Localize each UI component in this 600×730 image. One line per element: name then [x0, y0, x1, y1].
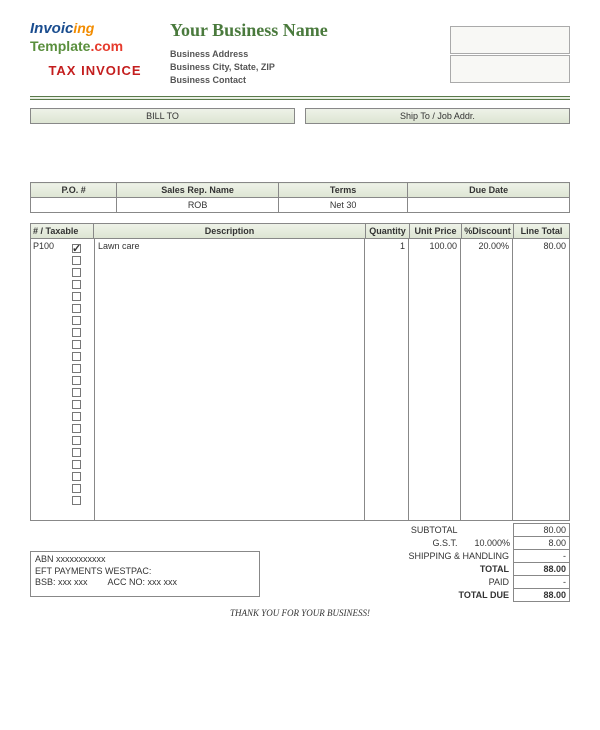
paid-value: -	[514, 576, 570, 589]
business-name: Your Business Name	[170, 20, 440, 41]
items-table: # / Taxable Description Quantity Unit Pr…	[30, 223, 570, 521]
item-price[interactable]: 100.00	[409, 239, 460, 253]
taxable-checkbox[interactable]	[72, 364, 81, 373]
col-num: P100	[31, 239, 95, 520]
subtotal-mid	[462, 524, 514, 537]
header-box-2	[450, 55, 570, 83]
col-price: 100.00	[409, 239, 461, 520]
logo-text-1b: ing	[73, 20, 94, 36]
taxable-checkbox[interactable]	[72, 340, 81, 349]
col-disc: 20.00%	[461, 239, 513, 520]
business-city: Business City, State, ZIP	[170, 62, 440, 72]
taxable-checkbox[interactable]	[72, 376, 81, 385]
col-header-qty: Quantity	[366, 223, 410, 239]
item-disc[interactable]: 20.00%	[461, 239, 512, 253]
meta-due-value[interactable]	[408, 198, 570, 213]
taxable-checkbox[interactable]	[72, 496, 81, 505]
ship-to-header: Ship To / Job Addr.	[305, 108, 570, 124]
meta-rep-value[interactable]: ROB	[117, 198, 279, 213]
col-qty: 1	[365, 239, 409, 520]
shipping-value: -	[514, 550, 570, 563]
col-total: 80.00	[513, 239, 569, 520]
gst-value: 8.00	[514, 537, 570, 550]
header-box-1	[450, 26, 570, 54]
meta-po-value[interactable]	[31, 198, 117, 213]
item-code[interactable]: P100	[31, 239, 59, 520]
abn-line3: BSB: xxx xxx ACC NO: xxx xxx	[35, 577, 255, 589]
item-qty[interactable]: 1	[365, 239, 408, 253]
meta-table: P.O. # Sales Rep. Name Terms Due Date RO…	[30, 182, 570, 213]
total-label: TOTAL	[334, 563, 514, 576]
footer-message: THANK YOU FOR YOUR BUSINESS!	[30, 608, 570, 618]
taxable-checkbox[interactable]	[72, 424, 81, 433]
logo-column: Invoicing Template.com TAX INVOICE	[30, 20, 160, 88]
business-contact: Business Contact	[170, 75, 440, 85]
bill-to-block: BILL TO	[30, 108, 295, 176]
totals-table: SUBTOTAL 80.00 G.S.T. 10.000% 8.00 SHIPP…	[334, 523, 570, 602]
item-total: 80.00	[513, 239, 569, 253]
taxable-checkbox[interactable]	[72, 328, 81, 337]
taxable-checkbox[interactable]	[72, 472, 81, 481]
subtotal-value: 80.00	[514, 524, 570, 537]
taxable-checkbox[interactable]	[72, 280, 81, 289]
paid-label: PAID	[334, 576, 514, 589]
taxable-checkbox[interactable]	[72, 412, 81, 421]
items-body: P100 Lawn care 1 100.00 20.00% 80.00	[30, 239, 570, 521]
header-right-boxes	[450, 26, 570, 88]
bill-to-body[interactable]	[30, 124, 295, 176]
meta-due-header: Due Date	[408, 183, 570, 198]
col-header-disc: %Discount	[462, 223, 514, 239]
taxable-checkbox[interactable]	[72, 292, 81, 301]
taxable-checkbox[interactable]	[72, 256, 81, 265]
business-address: Business Address	[170, 49, 440, 59]
due-label: TOTAL DUE	[334, 589, 514, 602]
gst-label: G.S.T.	[334, 537, 462, 550]
abn-line1: ABN xxxxxxxxxxx	[35, 554, 255, 566]
logo-text-1a: Invoic	[30, 20, 73, 37]
meta-terms-value[interactable]: Net 30	[278, 198, 407, 213]
taxable-checkbox[interactable]	[72, 400, 81, 409]
logo-text-2b: .com	[90, 38, 123, 54]
business-column: Your Business Name Business Address Busi…	[170, 20, 440, 88]
bill-to-header: BILL TO	[30, 108, 295, 124]
col-header-num: # / Taxable	[30, 223, 94, 239]
due-value: 88.00	[514, 589, 570, 602]
header: Invoicing Template.com TAX INVOICE Your …	[30, 20, 570, 88]
taxable-checkbox[interactable]	[72, 352, 81, 361]
meta-po-header: P.O. #	[31, 183, 117, 198]
ship-to-body[interactable]	[305, 124, 570, 176]
col-header-price: Unit Price	[410, 223, 462, 239]
taxable-checkbox[interactable]	[72, 316, 81, 325]
taxable-checkbox[interactable]	[72, 388, 81, 397]
items-header-row: # / Taxable Description Quantity Unit Pr…	[30, 223, 570, 239]
col-header-total: Line Total	[514, 223, 570, 239]
taxable-checkbox[interactable]	[72, 268, 81, 277]
meta-rep-header: Sales Rep. Name	[117, 183, 279, 198]
address-row: BILL TO Ship To / Job Addr.	[30, 108, 570, 176]
col-header-desc: Description	[94, 223, 366, 239]
total-value: 88.00	[514, 563, 570, 576]
taxable-checkbox[interactable]	[72, 484, 81, 493]
totals-area: ABN xxxxxxxxxxx EFT PAYMENTS WESTPAC: BS…	[30, 523, 570, 602]
abn-line2: EFT PAYMENTS WESTPAC:	[35, 566, 255, 578]
divider-bar	[30, 96, 570, 100]
document-type: TAX INVOICE	[48, 63, 141, 78]
meta-terms-header: Terms	[278, 183, 407, 198]
gst-rate: 10.000%	[462, 537, 514, 550]
ship-to-block: Ship To / Job Addr.	[305, 108, 570, 176]
col-desc: Lawn care	[95, 239, 365, 520]
subtotal-label: SUBTOTAL	[334, 524, 462, 537]
taxable-checkbox-column	[59, 239, 94, 520]
shipping-label: SHIPPING & HANDLING	[334, 550, 514, 563]
taxable-checkbox[interactable]	[72, 436, 81, 445]
taxable-checkbox[interactable]	[72, 304, 81, 313]
taxable-checkbox[interactable]	[72, 448, 81, 457]
item-desc[interactable]: Lawn care	[95, 239, 364, 253]
totals-spacer	[260, 523, 334, 602]
logo: Invoicing Template.com	[30, 20, 160, 55]
abn-box: ABN xxxxxxxxxxx EFT PAYMENTS WESTPAC: BS…	[30, 551, 260, 597]
taxable-checkbox[interactable]	[72, 244, 81, 253]
logo-text-2a: Template	[30, 38, 90, 54]
taxable-checkbox[interactable]	[72, 460, 81, 469]
